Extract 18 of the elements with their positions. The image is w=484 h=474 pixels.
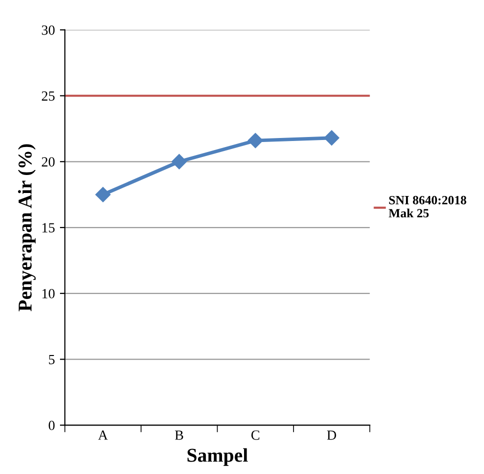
point xyxy=(248,132,263,148)
point xyxy=(172,154,187,170)
x-axis-title: Sampel xyxy=(188,448,248,466)
x-tick-label: D xyxy=(327,430,336,440)
x-tick-label: A xyxy=(98,430,108,440)
y-tick-label: 10 xyxy=(42,288,55,298)
y-tick-label: 25 xyxy=(42,91,55,101)
x-tick-label: C xyxy=(251,430,260,440)
y-tick-label: 30 xyxy=(42,25,55,35)
y-axis-title: Penyerapan Air (%) xyxy=(18,144,36,312)
y-tick-label: 0 xyxy=(48,420,55,430)
legend-label: SNI 8640:2018 Mak 25 xyxy=(388,196,466,218)
point xyxy=(324,130,340,146)
x-tick-label: B xyxy=(174,430,184,440)
y-tick-label: 15 xyxy=(42,223,55,232)
y-tick-label: 20 xyxy=(42,157,55,167)
y-tick-label: 5 xyxy=(48,355,55,364)
point xyxy=(95,187,111,202)
